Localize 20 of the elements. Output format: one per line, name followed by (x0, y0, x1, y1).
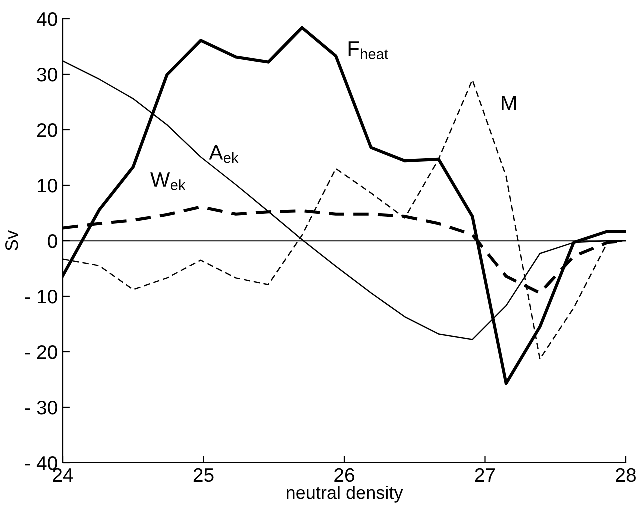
series-label: M (502, 96, 516, 110)
series-label: F$_{heat}$ (348, 42, 388, 60)
y-tick-label: 10 (38, 178, 58, 193)
x-tick-label: 28 (616, 468, 636, 482)
y-tick-label: 40 (36, 12, 58, 26)
series-label: W$_{ek}$ (150, 172, 186, 190)
x-tick-label: 27 (475, 468, 496, 482)
x-tick-label: 26 (334, 468, 354, 482)
y-tick-label: - 40 (26, 456, 58, 470)
y-tick-label: 30 (37, 68, 58, 82)
y-tick-label: - 30 (26, 400, 58, 415)
y-tick-label: - 10 (26, 290, 58, 304)
series-label: A$_{ek}$ (209, 145, 239, 164)
x-tick-label: 25 (194, 468, 214, 482)
x-tick-label: 24 (53, 468, 74, 482)
x-axis-title: neutral density (286, 486, 404, 503)
y-axis-title: Sv (6, 230, 18, 251)
y-tick-label: 20 (37, 123, 58, 138)
y-tick-label: - 20 (26, 345, 58, 360)
y-tick-label: 0 (48, 234, 58, 248)
